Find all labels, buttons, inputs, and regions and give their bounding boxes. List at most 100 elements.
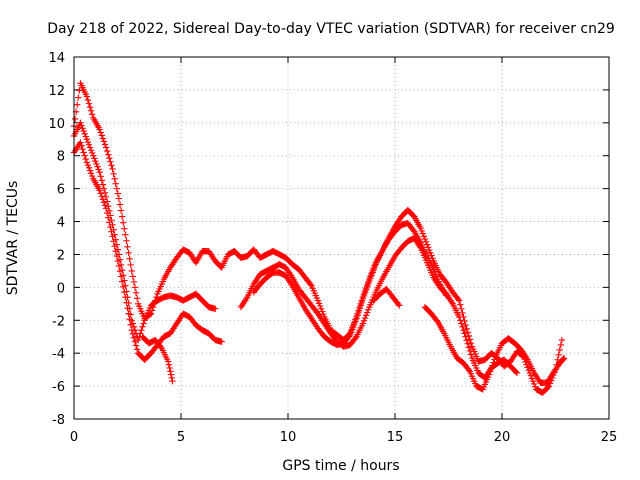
data-point-marker — [90, 152, 97, 159]
data-point-marker — [512, 368, 520, 376]
data-point-marker — [488, 365, 495, 372]
data-point-marker — [362, 286, 370, 294]
data-point-marker — [362, 312, 370, 319]
data-point-marker — [460, 326, 467, 334]
series-group — [370, 285, 403, 309]
data-point-marker — [467, 339, 475, 347]
data-point-marker — [106, 207, 113, 215]
y-tick-label: 14 — [48, 51, 65, 66]
data-point-marker — [454, 295, 462, 303]
data-point-marker — [105, 202, 112, 210]
data-point-marker — [557, 341, 565, 349]
data-point-marker — [319, 308, 326, 315]
data-point-marker — [132, 289, 140, 297]
data-point-marker — [120, 272, 127, 279]
data-point-marker — [85, 141, 93, 148]
series-group — [237, 234, 521, 382]
data-point-marker — [363, 309, 371, 316]
data-point-marker — [524, 364, 531, 371]
data-point-marker — [88, 172, 96, 180]
data-point-marker — [100, 185, 108, 192]
x-tick-label: 0 — [70, 430, 78, 445]
axis-ticks: 0 5 10 15 20 25 -8 -6 -4 -2 0 2 4 6 8 10 12 14 — [48, 51, 617, 445]
data-point-marker — [132, 342, 140, 349]
data-point-marker — [457, 317, 464, 324]
data-point-marker — [307, 281, 314, 288]
data-point-marker — [80, 149, 87, 156]
data-point-marker — [167, 368, 174, 375]
data-point-marker — [218, 338, 225, 345]
data-point-marker — [95, 166, 102, 173]
data-point-marker — [133, 346, 141, 353]
data-point-marker — [83, 93, 91, 100]
data-point-marker — [118, 266, 126, 274]
data-point-marker — [140, 320, 147, 327]
data-point-marker — [419, 230, 427, 237]
data-point-marker — [359, 320, 367, 327]
data-point-marker — [457, 301, 464, 308]
data-point-marker — [117, 207, 125, 214]
data-point-marker — [316, 302, 324, 310]
data-point-marker — [353, 315, 360, 322]
data-point-marker — [98, 177, 106, 184]
data-point-marker — [124, 243, 131, 250]
data-point-marker — [82, 133, 89, 140]
data-point-marker — [125, 249, 132, 257]
data-point-marker — [85, 164, 93, 171]
data-point-marker — [109, 221, 116, 229]
data-point-marker — [544, 383, 552, 391]
data-point-marker — [139, 323, 146, 331]
data-point-marker — [110, 226, 117, 233]
y-tick-label: 0 — [57, 281, 65, 296]
data-point-marker — [83, 159, 91, 166]
data-point-marker — [357, 302, 364, 309]
data-point-marker — [78, 142, 85, 150]
data-point-marker — [99, 196, 107, 203]
data-point-marker — [124, 294, 131, 301]
data-point-marker — [96, 187, 103, 194]
data-point-marker — [83, 136, 91, 143]
data-point-marker — [117, 261, 125, 269]
data-point-marker — [466, 336, 474, 343]
data-point-marker — [130, 334, 138, 342]
data-point-marker — [129, 273, 137, 280]
data-point-marker — [358, 298, 366, 306]
data-point-marker — [164, 358, 172, 365]
data-point-marker — [421, 235, 429, 243]
x-tick-label: 10 — [280, 430, 297, 445]
series-group — [70, 119, 219, 344]
data-point-marker — [355, 308, 362, 316]
data-point-marker — [107, 212, 114, 219]
data-point-marker — [71, 115, 79, 123]
data-point-marker — [365, 280, 372, 287]
data-point-marker — [96, 168, 103, 176]
data-point-marker — [97, 173, 104, 180]
data-point-marker — [103, 147, 111, 155]
data-point-marker — [98, 132, 106, 139]
data-point-marker — [513, 369, 521, 377]
data-point-marker — [527, 372, 535, 379]
data-point-marker — [88, 149, 96, 157]
data-point-marker — [133, 295, 141, 302]
data-point-marker — [110, 170, 117, 178]
data-point-marker — [85, 100, 93, 107]
data-point-marker — [86, 103, 94, 111]
x-axis-label: GPS time / hours — [282, 458, 399, 474]
data-point-marker — [347, 329, 355, 336]
data-point-marker — [97, 129, 104, 136]
data-point-marker — [487, 368, 494, 375]
data-point-marker — [359, 295, 367, 303]
data-point-marker — [459, 323, 466, 331]
data-point-marker — [102, 144, 110, 151]
data-point-marker — [123, 288, 130, 295]
data-point-marker — [556, 346, 563, 354]
data-point-marker — [88, 111, 96, 118]
series-group — [70, 80, 566, 396]
data-point-marker — [212, 305, 219, 312]
data-point-marker — [462, 322, 469, 329]
data-point-marker — [126, 305, 133, 312]
data-point-marker — [80, 127, 87, 135]
data-point-marker — [82, 155, 89, 163]
data-point-marker — [86, 167, 94, 174]
